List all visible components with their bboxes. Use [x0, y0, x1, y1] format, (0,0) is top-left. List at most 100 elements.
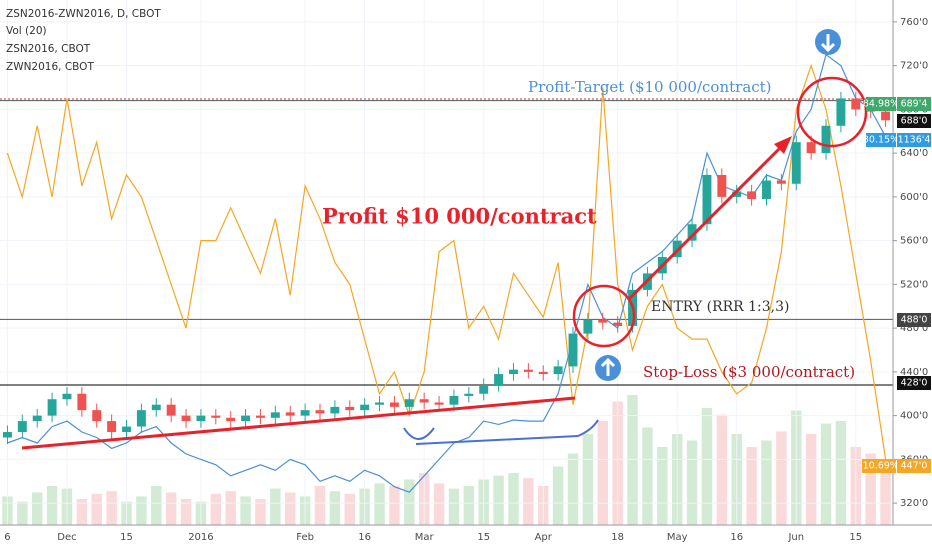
- volume-bar: [106, 491, 117, 525]
- tag-box: [897, 459, 931, 473]
- tag-box: [897, 114, 931, 128]
- candle-body: [881, 111, 891, 121]
- volume-bar: [761, 440, 772, 525]
- x-tick-label: 16: [730, 532, 743, 543]
- candle-body: [375, 402, 384, 405]
- candle-body: [92, 410, 102, 422]
- volume-bar: [627, 395, 638, 525]
- candle-body: [181, 415, 191, 422]
- x-tick-label: Dec: [57, 532, 76, 543]
- x-tick-label: 15: [120, 532, 133, 543]
- y-tick-label: 400'0: [900, 411, 928, 422]
- down-arrow: [820, 34, 836, 53]
- candle-body: [2, 432, 12, 438]
- price-tag: 428'0: [901, 378, 928, 389]
- tag-box: [897, 133, 931, 147]
- candle-body: [404, 399, 414, 407]
- candle-body: [583, 319, 593, 334]
- symbol: ZSN2016-ZWN2016, D, CBOT: [6, 8, 161, 20]
- overlay-name: ZSN2016, CBOT: [6, 43, 91, 55]
- candle-body: [732, 191, 742, 197]
- price-tag: 30.15%: [863, 135, 899, 146]
- price-tag: -10.69%: [859, 461, 899, 472]
- candle-body: [345, 406, 355, 411]
- volume-bar: [165, 492, 177, 525]
- x-tick-label: Apr: [535, 532, 553, 543]
- arrow-head: [774, 136, 792, 154]
- volume-bar: [493, 475, 504, 525]
- x-tick-label: 2016: [188, 532, 213, 543]
- candle-body: [509, 369, 518, 375]
- candle-body: [47, 399, 57, 416]
- x-tick-label: Jun: [787, 532, 804, 543]
- tag-box: [897, 313, 931, 327]
- candle-body: [553, 366, 563, 375]
- tag-box: [897, 376, 931, 390]
- volume-bar: [820, 423, 832, 525]
- candle-body: [702, 175, 712, 225]
- x-tick-label: May: [667, 532, 688, 543]
- volume-bar: [716, 414, 728, 525]
- volume-bar: [686, 440, 698, 525]
- candle-body: [523, 369, 533, 372]
- candle-body: [836, 98, 846, 126]
- volume-bar: [448, 488, 460, 525]
- tag-box: [866, 97, 896, 111]
- candle-body: [434, 402, 444, 405]
- volume-bar: [657, 447, 668, 525]
- volume-bar: [865, 453, 876, 525]
- x-tick-label: 16: [358, 532, 371, 543]
- candle-body: [464, 393, 474, 396]
- y-tick-label: 480'0: [900, 323, 928, 334]
- candle-body: [449, 395, 459, 405]
- volume-bar: [225, 491, 236, 525]
- volume-bar: [567, 453, 579, 525]
- volume-bar: [597, 421, 608, 525]
- volume-bar: [17, 501, 28, 525]
- y-tick-label: 440'0: [900, 367, 928, 378]
- y-tick-label: 600'0: [900, 192, 928, 203]
- candle-body: [806, 142, 816, 154]
- candle-body: [494, 374, 504, 385]
- target-circle: [796, 76, 868, 148]
- price-tag: 1136'4: [898, 135, 931, 146]
- candle-body: [300, 410, 310, 416]
- entry-circle: [572, 284, 636, 348]
- candle-body: [77, 393, 87, 411]
- candle-body: [776, 180, 786, 184]
- volume-bar: [776, 431, 787, 525]
- volume-bar: [91, 493, 102, 525]
- volume-bar: [835, 421, 847, 525]
- curve: [415, 419, 599, 445]
- candle-body: [330, 406, 340, 414]
- volume-bar: [210, 493, 222, 525]
- candle-body: [762, 180, 771, 200]
- candle-body: [389, 402, 399, 407]
- candle-body: [241, 415, 251, 422]
- price-tag: 688'0: [901, 116, 928, 127]
- volume-bar: [136, 496, 147, 525]
- candle-body: [122, 426, 131, 433]
- volume-bar: [805, 434, 817, 525]
- candle-body: [538, 371, 548, 375]
- volume-bar: [642, 427, 653, 525]
- price-tag: 488'0: [901, 315, 928, 326]
- candle-body: [598, 319, 608, 323]
- volume-bar: [463, 486, 475, 525]
- overlay-line: [6, 63, 887, 460]
- volume-bar: [344, 493, 355, 525]
- volume-bar: [46, 486, 58, 525]
- volume-bar: [508, 473, 519, 525]
- candle-body: [851, 98, 861, 110]
- y-tick-label: 720'0: [900, 61, 928, 72]
- volume-bar: [31, 492, 43, 525]
- price-tag: 84.98%: [863, 99, 899, 110]
- candle-body: [196, 415, 206, 422]
- overlay-name: ZWN2016, CBOT: [6, 61, 94, 73]
- annotation: Profit-Target ($10 000/contract): [528, 78, 772, 96]
- candle-body: [479, 385, 489, 394]
- volume-bar: [523, 478, 534, 525]
- candle-body: [255, 415, 265, 418]
- annotation: Stop-Loss ($3 000/contract): [643, 363, 855, 381]
